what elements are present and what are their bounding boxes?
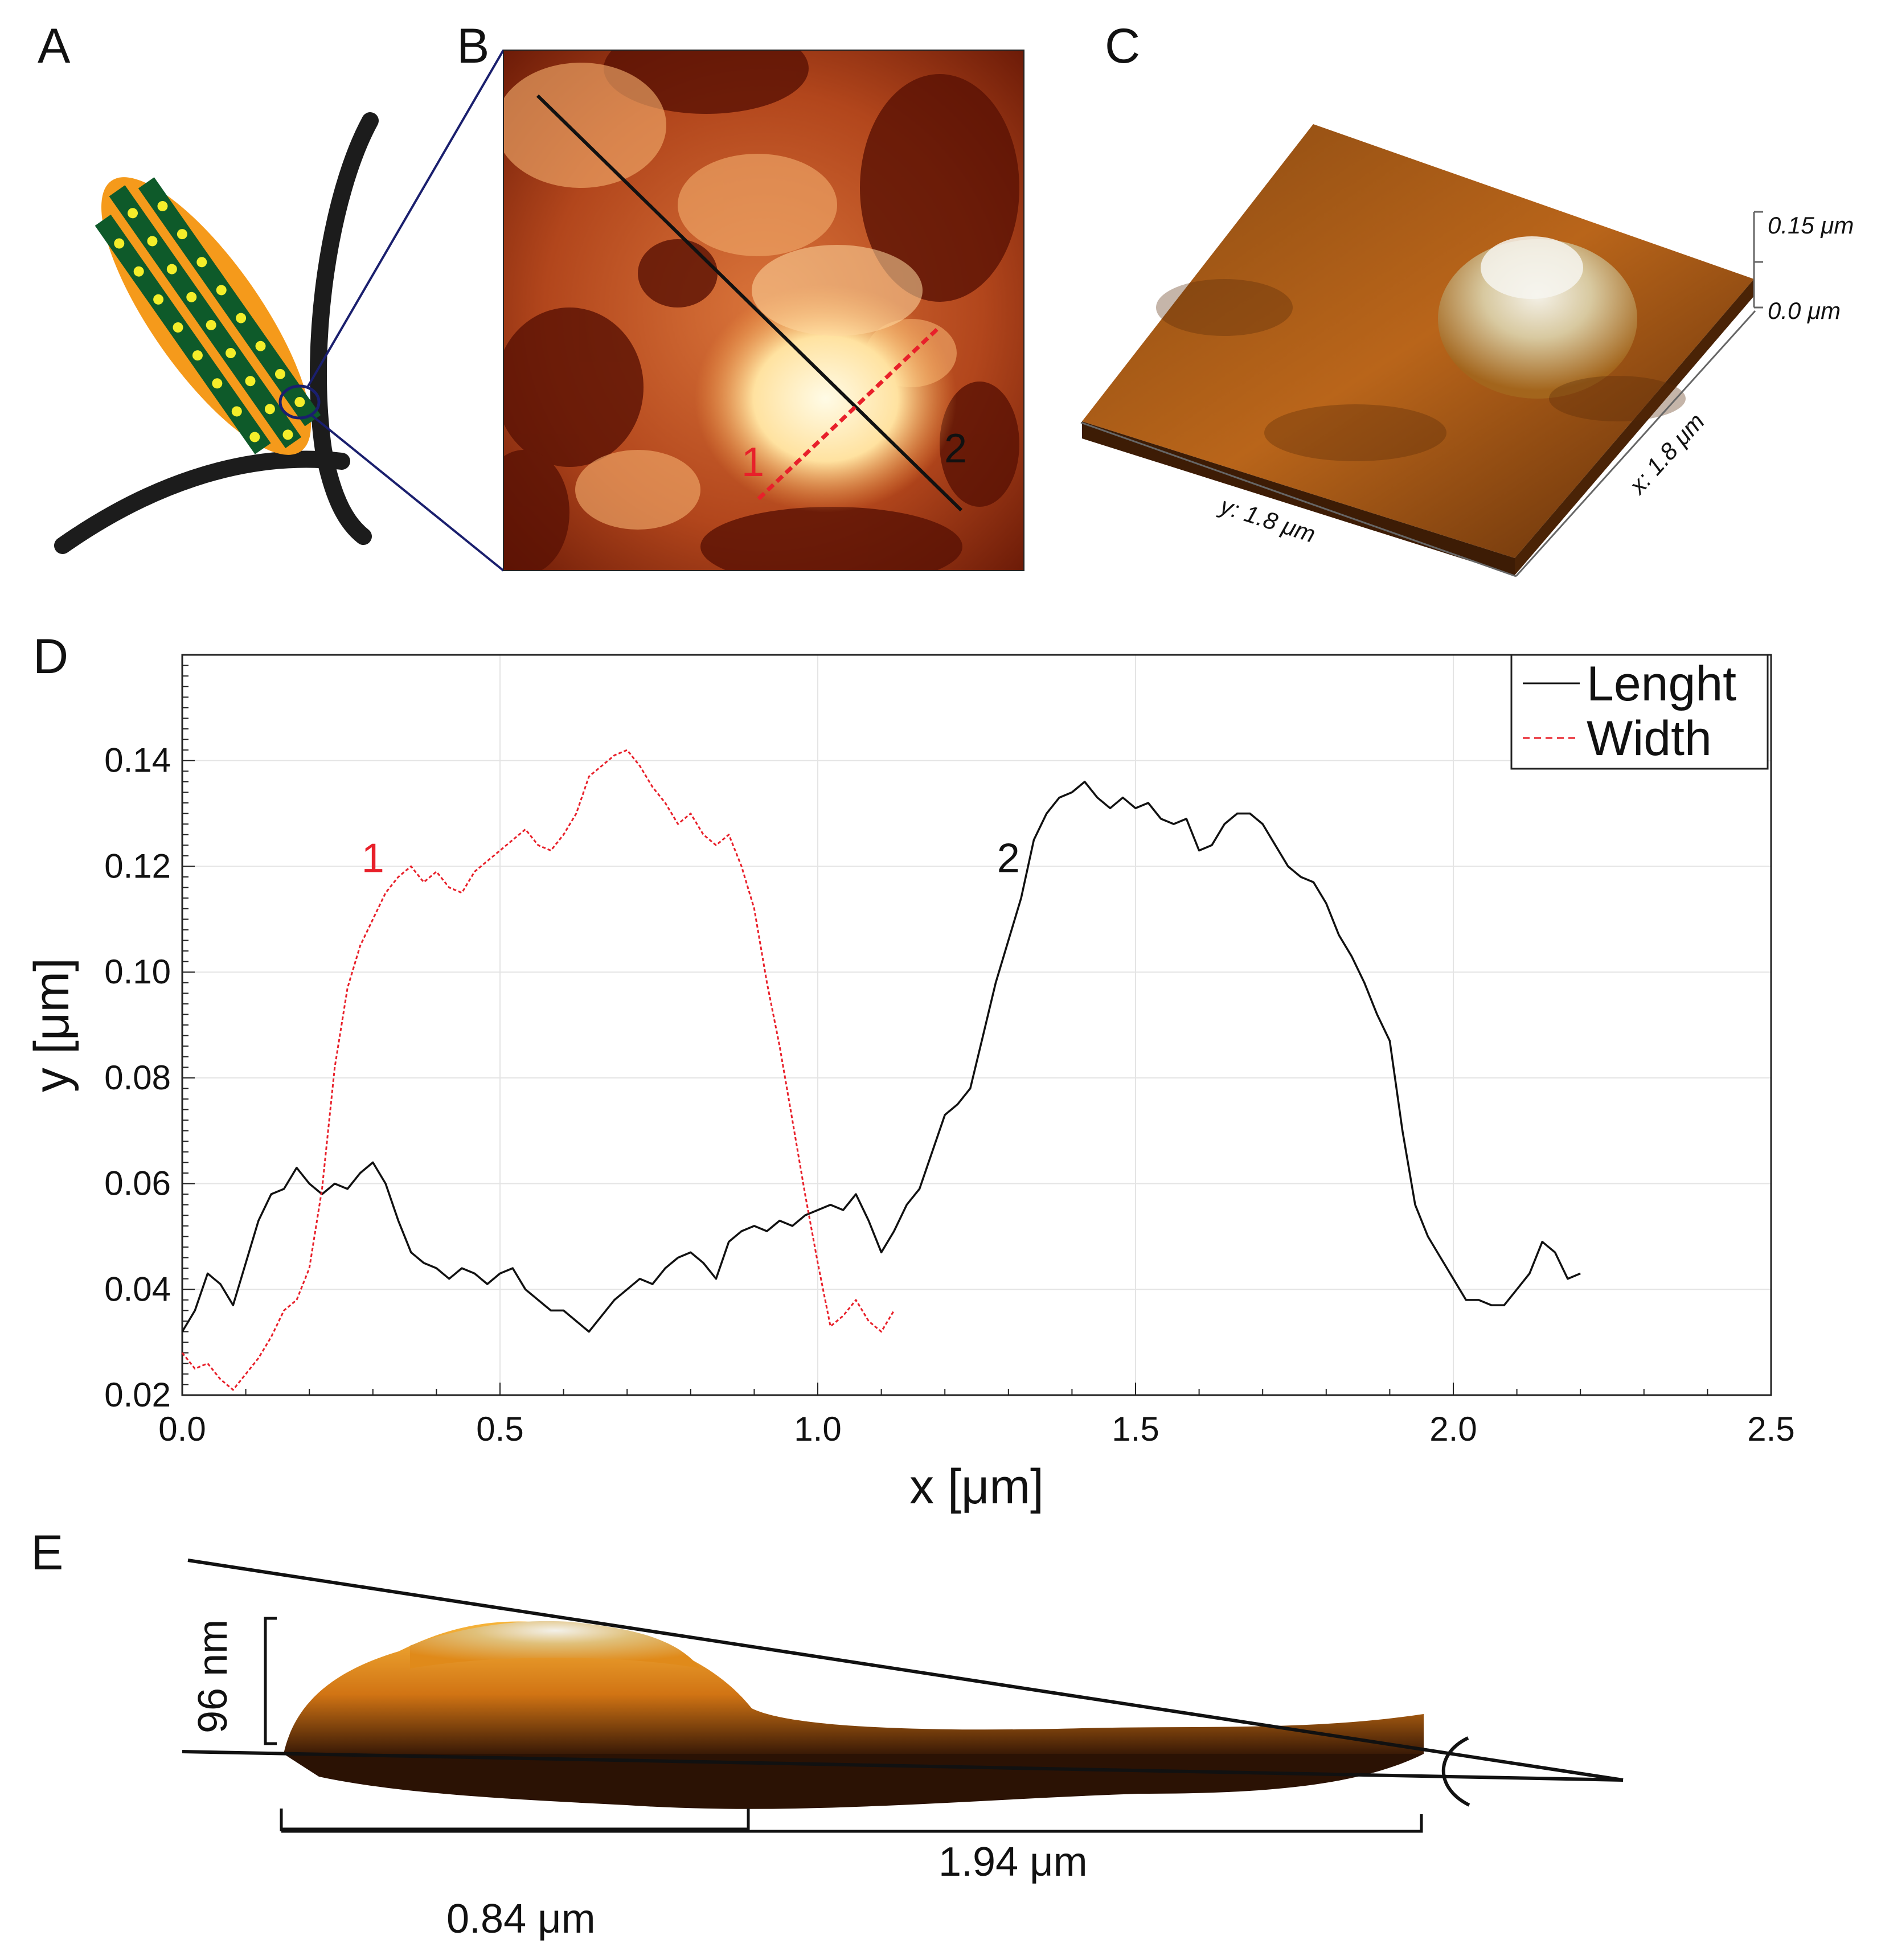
width-bracket (280, 1809, 750, 1831)
series-line-width (181, 749, 895, 1391)
profile-label-1: 1 (741, 440, 764, 485)
width-label: 0.84 μm (446, 1896, 596, 1942)
profile-label-2: 2 (944, 426, 967, 471)
panel-e: E 96 nm 0.84 μm 1.94 μm (31, 1526, 1624, 1942)
length-bracket (280, 1814, 1423, 1833)
slope-line-top (187, 1559, 1624, 1782)
y-tick-label: 0.12 (104, 847, 171, 885)
legend-label-width: Width (1587, 711, 1712, 766)
panel-label-e: E (31, 1526, 63, 1580)
panel-label-b: B (457, 19, 489, 73)
y-tick-label: 0.04 (104, 1270, 171, 1308)
afm-side-view (284, 1621, 1424, 1809)
afm-3d-surface (1082, 124, 1754, 575)
legend-label-lenght: Lenght (1587, 657, 1736, 711)
y-axis-label: y [μm] (24, 958, 79, 1092)
y-tick-label: 0.02 (104, 1376, 171, 1414)
panel-a: A (38, 19, 505, 572)
x-tick-label: 0.0 (158, 1410, 206, 1448)
y-axis-line (1080, 421, 1517, 577)
profile-annotation: 2 (997, 835, 1020, 881)
panel-label-d: D (33, 629, 68, 684)
legend-box (1510, 654, 1769, 770)
profile-annotation: 1 (362, 835, 384, 881)
panel-label-c: C (1105, 19, 1140, 73)
x-axis-label: x [μm] (909, 1459, 1044, 1514)
y-tick-label: 0.10 (104, 953, 171, 991)
zoom-line-bottom (311, 415, 505, 572)
length-label: 1.94 μm (938, 1839, 1088, 1885)
x-tick-label: 2.0 (1429, 1410, 1477, 1448)
x-axis-line (1515, 310, 1756, 577)
x-tick-label: 1.5 (1112, 1410, 1159, 1448)
leaf-icon (95, 177, 321, 455)
x-tick-label: 0.5 (476, 1410, 523, 1448)
panel-c: C 0.15 μm 0.0 μm y: 1.8 μm x: 1.8 μm (1080, 19, 1854, 577)
x-tick-label: 2.5 (1747, 1410, 1794, 1448)
panel-d: D 0.0 0.5 1.0 1.5 2.0 2.5 0.02 0.04 0.06 0.08 0.10… (24, 629, 1795, 1514)
base-curve (54, 450, 350, 554)
stem-curve (310, 112, 379, 545)
height-profile-chart: 0.0 0.5 1.0 1.5 2.0 2.5 0.02 0.04 0.06 0.08 0.10 0.… (24, 654, 1795, 1514)
x-tick-label: 1.0 (794, 1410, 841, 1448)
height-bracket (264, 1617, 277, 1745)
zoom-line-top (306, 49, 505, 388)
y-tick-label: 0.06 (104, 1164, 171, 1203)
series-line-lenght (181, 781, 1581, 1333)
y-tick-label: 0.08 (104, 1059, 171, 1097)
panel-label-a: A (38, 19, 71, 73)
profile-line-width (757, 325, 941, 501)
height-label: 96 nm (190, 1619, 236, 1733)
panel-b: B 1 2 (457, 19, 1024, 571)
baseline-line (182, 1750, 1624, 1782)
zoom-circle (278, 384, 321, 420)
angle-arc (1441, 1736, 1470, 1807)
z-top-label: 0.15 μm (1768, 212, 1854, 239)
y-tick-label: 0.14 (104, 741, 171, 780)
profile-line-length (536, 94, 963, 512)
z-bottom-label: 0.0 μm (1768, 297, 1841, 324)
afm-topography-image (503, 50, 1024, 571)
